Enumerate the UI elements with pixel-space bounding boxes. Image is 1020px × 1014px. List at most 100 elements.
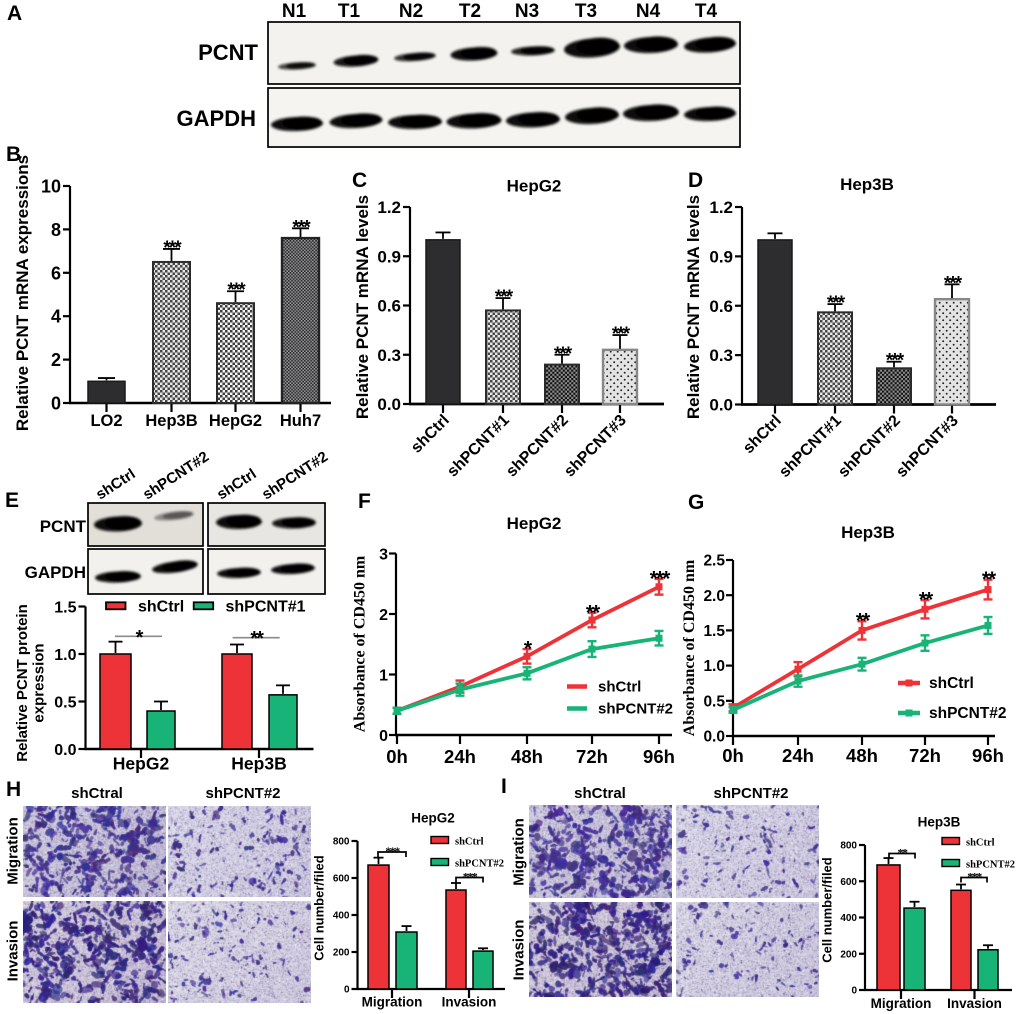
y-tick-label: 600 <box>333 874 350 885</box>
panel-h-image-migration-shctral <box>23 806 166 897</box>
data-point <box>794 665 802 673</box>
y-tick-label: 6 <box>51 263 61 283</box>
y-tick-label: 1.2 <box>377 198 401 217</box>
ellipse <box>226 567 261 577</box>
ellipse <box>458 112 501 127</box>
panel-a-gapdh-label: GAPDH <box>176 106 256 131</box>
lane-label: N3 <box>515 1 539 22</box>
ellipse <box>403 52 436 60</box>
legend-swatch <box>105 601 127 611</box>
panel-b-chart: 0 2 4 6 8 10 Relative PCNT mRNA expressions LO2… <box>13 155 331 431</box>
category-label: shCtrl <box>408 412 453 457</box>
panel-h-letter: H <box>6 778 22 801</box>
significance-stars: *** <box>292 217 311 238</box>
category-label: shPCNT#1 <box>444 412 513 481</box>
significance-stars: ** <box>898 846 909 860</box>
panel-h-image-invasion-shpcnt2 <box>168 901 311 1003</box>
data-point <box>523 652 531 660</box>
significance-stars: *** <box>967 870 982 884</box>
protein-band <box>272 517 316 529</box>
lane-label: N1 <box>282 1 307 22</box>
lane-label: T1 <box>338 1 361 22</box>
y-tick-label: 0 <box>851 986 857 997</box>
significance-bracket <box>377 851 407 857</box>
panel-f-chart: 0 1 2 3 HepG2 Absorbance of CD450 nm 0h 24h 48h 7… <box>352 514 675 767</box>
y-tick-label: 0.9 <box>377 247 401 266</box>
chart-title: Hep3B <box>840 175 894 194</box>
data-point <box>858 660 866 668</box>
data-point <box>984 586 992 594</box>
y-tick-label: 200 <box>333 948 350 959</box>
category-label: Huh7 <box>280 412 321 430</box>
legend-label: shCtrl <box>966 838 995 849</box>
significance-stars: *** <box>886 351 905 372</box>
y-tick-label: 600 <box>840 877 857 888</box>
bar <box>216 302 255 404</box>
protein-band <box>278 62 316 70</box>
y-axis-title: Cell number/filed <box>820 857 835 963</box>
y-tick-label: 1.0 <box>703 658 725 675</box>
panel-d-letter: D <box>688 169 704 192</box>
panel-i-chart: 0 200 400 600 800 Hep3B Cell number/filed Migra… <box>820 815 1016 1012</box>
y-tick-label: 2.0 <box>703 588 725 605</box>
category-label: shCtrl <box>740 412 785 457</box>
y-tick-label: 0 <box>379 728 388 745</box>
category-label: Migration <box>871 996 932 1011</box>
y-tick-label: 2.5 <box>703 553 725 570</box>
bar <box>903 907 926 991</box>
panel-e-letter: E <box>5 489 20 512</box>
y-tick-label: 0.3 <box>377 346 401 365</box>
legend-label: shPCNT#2 <box>929 705 1007 722</box>
x-tick-label: 48h <box>846 745 878 766</box>
protein-band <box>684 36 736 53</box>
significance-stars: *** <box>227 280 246 301</box>
ellipse <box>162 511 194 519</box>
bar <box>146 710 176 750</box>
bar <box>544 363 580 406</box>
legend-label: shCtrl <box>598 678 641 695</box>
panel-a-pcnt-label: PCNT <box>198 40 258 65</box>
bar <box>977 949 999 991</box>
ellipse <box>343 54 378 65</box>
significance-stars: *** <box>163 238 182 259</box>
chart-title: HepG2 <box>411 811 455 826</box>
protein-band <box>450 46 498 61</box>
panel-g-chart: 0.0 0.5 1.0 1.5 2.0 2.5 Hep3B Absorbance of CD4… <box>681 523 1007 766</box>
x-tick-label: 72h <box>909 745 941 766</box>
panel-i-image-invasion-shctral <box>529 902 672 997</box>
data-point <box>858 626 866 634</box>
chart-title: HepG2 <box>507 514 562 533</box>
legend-swatch <box>430 835 450 845</box>
legend-swatch <box>430 857 450 867</box>
protein-band <box>271 116 323 132</box>
category-label: Migration <box>362 995 423 1010</box>
y-tick-label: 0.0 <box>709 396 733 415</box>
category-label: Invasion <box>947 996 1002 1011</box>
y-tick-label: 400 <box>840 913 857 924</box>
ellipse <box>282 116 322 129</box>
y-tick-label: 0.0 <box>377 395 401 414</box>
protein-band <box>94 516 142 532</box>
chart-title: Hep3B <box>841 523 895 542</box>
bar <box>268 694 298 750</box>
y-tick-label: 0.5 <box>703 693 725 710</box>
y-tick-label: 10 <box>41 176 61 196</box>
significance-stars: *** <box>554 344 573 365</box>
ellipse <box>635 104 678 119</box>
panel-h-image-migration-shpcnt2 <box>168 806 311 897</box>
x-tick-label: 96h <box>643 746 675 767</box>
y-tick-label: 4 <box>51 307 61 327</box>
protein-band <box>329 113 383 129</box>
x-tick-label: 96h <box>972 745 1004 766</box>
legend-swatch <box>192 601 215 611</box>
y-tick-label: 0.9 <box>709 247 733 266</box>
significance-stars: *** <box>385 844 400 858</box>
legend-label: shCtrl <box>138 599 184 616</box>
bar <box>280 236 321 405</box>
panel-d-chart: 0.0 0.3 0.6 0.9 1.2 Hep3B Relative PCNT mRNA l… <box>684 175 996 481</box>
bar <box>876 864 901 991</box>
legend-label: shPCNT#1 <box>226 599 306 616</box>
data-point <box>794 677 802 685</box>
y-axis-title: Absorbance of CD450 nm <box>681 559 698 736</box>
